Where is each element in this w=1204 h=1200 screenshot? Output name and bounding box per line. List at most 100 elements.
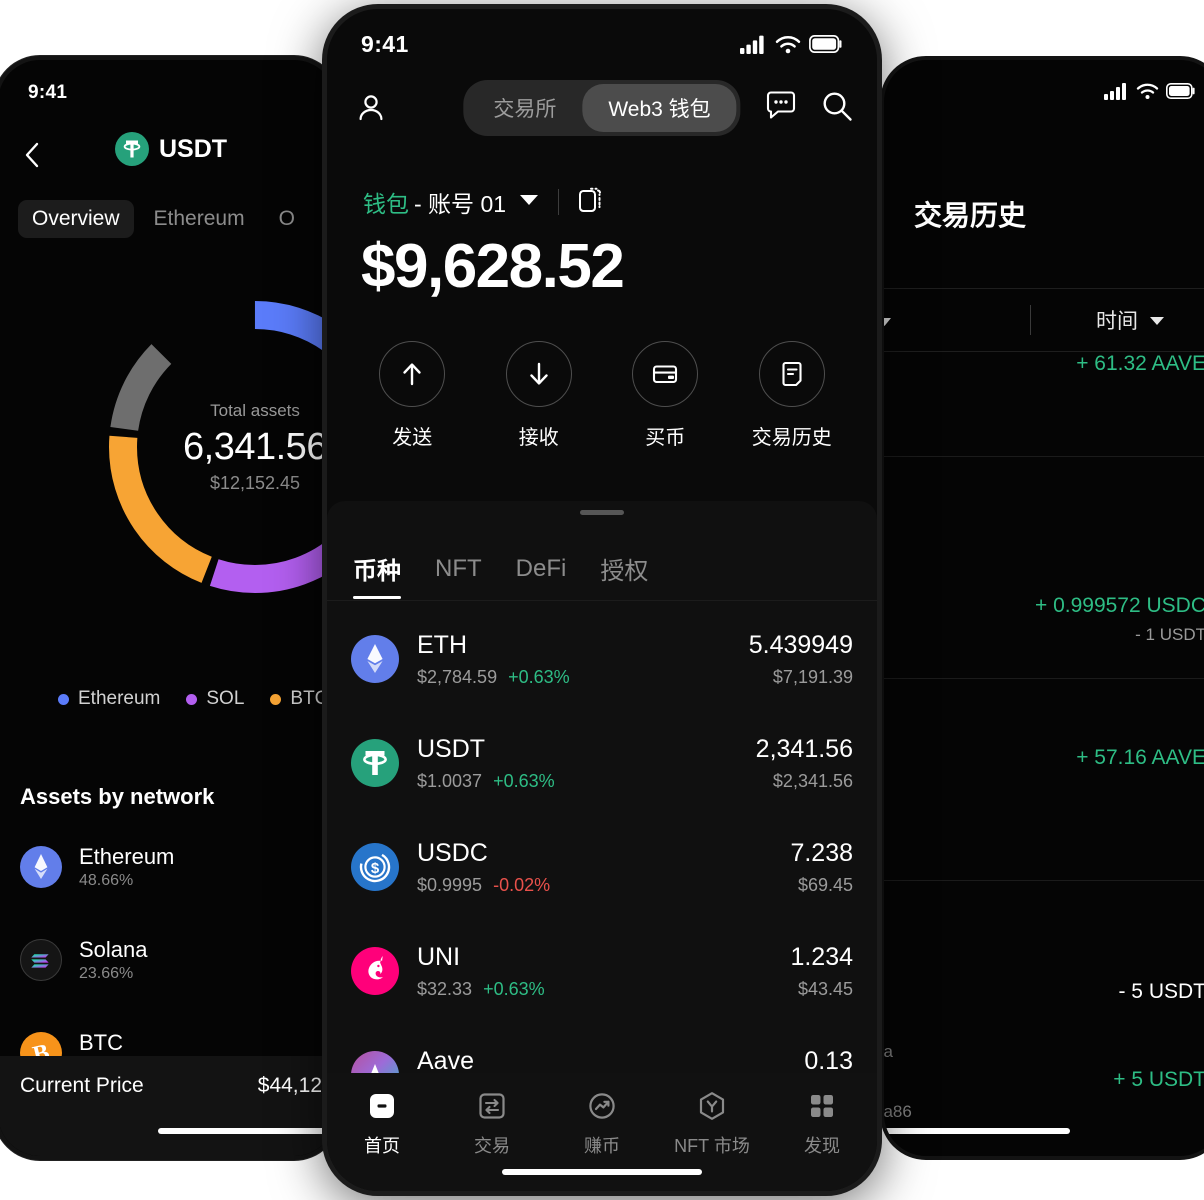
token-list[interactable]: ETH $2,784.59 +0.63% 5.439949 $7,191.39 [327, 601, 877, 1109]
left-tab-overview[interactable]: Overview [18, 200, 134, 238]
tx-row-5[interactable]: + 5 USDT [884, 1068, 1204, 1092]
left-phone-frame: 9:41 USDT Overview [0, 56, 340, 1160]
token-value-usdt: $2,341.56 [772, 770, 853, 791]
token-info-uni: UNI $32.33 +0.63% [417, 943, 790, 1000]
nav-discover-label: 发现 [804, 1136, 840, 1156]
tx-hash-5: ba86 [884, 1102, 912, 1121]
tx-amount-2: + 0.999572 USDC [1034, 594, 1204, 617]
token-row-eth[interactable]: ETH $2,784.59 +0.63% 5.439949 $7,191.39 [327, 607, 877, 711]
token-meta-usdc: $0.9995 -0.02% [417, 875, 790, 896]
legend-dot-sol [186, 693, 198, 705]
tx-divider-3 [884, 880, 1204, 881]
token-balance-usdt: 2,341.56 $2,341.56 [756, 735, 853, 792]
tx-divider-2 [884, 678, 1204, 679]
tab-tokens[interactable]: 币种 [353, 539, 401, 599]
action-history[interactable]: 交易历史 [747, 341, 837, 450]
wifi-icon [1136, 83, 1159, 99]
back-chevron-icon[interactable] [18, 138, 46, 172]
account-selector[interactable]: 钱包 - 账号 01 [363, 185, 604, 219]
segment-web3-wallet[interactable]: Web3 钱包 [582, 84, 737, 132]
left-navbar: USDT [0, 132, 336, 180]
chat-bubble-icon[interactable] [765, 90, 797, 126]
person-icon[interactable] [351, 88, 391, 128]
token-info-usdc: USDC $0.9995 -0.02% [417, 839, 790, 896]
network-info-solana: Solana 23.66% [79, 937, 148, 983]
tx-row-3[interactable]: + 57.16 AAVE [884, 746, 1204, 770]
token-row-uni[interactable]: UNI $32.33 +0.63% 1.234 $43.45 [327, 919, 877, 1023]
token-change-eth: +0.63% [508, 666, 570, 687]
tab-nft[interactable]: NFT [435, 554, 482, 582]
tx-row-1[interactable]: + 61.32 AAVE [884, 352, 1204, 376]
donut-legend: Ethereum SOL BTC [58, 688, 328, 710]
arrow-down-icon [505, 341, 572, 407]
document-list-icon [758, 341, 825, 407]
nav-trade-label: 交易 [474, 1136, 510, 1156]
token-amount-eth: 5.439949 [748, 630, 853, 659]
home-icon [365, 1087, 399, 1125]
token-price-usdc: $0.9995 [417, 874, 483, 895]
center-phone-screen: 9:41 [327, 9, 877, 1191]
left-tab-ethereum[interactable]: Ethereum [153, 207, 245, 230]
action-send[interactable]: 发送 [367, 341, 457, 450]
token-info-eth: ETH $2,784.59 +0.63% [417, 631, 749, 688]
token-value-uni: $43.45 [797, 978, 853, 999]
legend-dot-ethereum [58, 693, 69, 705]
legend-label-btc: BTC [290, 688, 329, 709]
nav-trade[interactable]: 交易 [442, 1087, 542, 1158]
copy-icon[interactable] [578, 186, 604, 219]
nav-discover[interactable]: 发现 [772, 1087, 872, 1158]
legend-item-sol: SOL [186, 688, 244, 710]
segment-exchange[interactable]: 交易所 [493, 98, 557, 121]
solana-coin-icon [20, 939, 62, 982]
tx-amount-5: + 5 USDT [1113, 1068, 1204, 1091]
center-header: 交易所 Web3 钱包 [327, 77, 877, 139]
network-info-ethereum: Ethereum 48.66% [79, 844, 174, 890]
action-receive[interactable]: 接收 [494, 341, 584, 450]
token-symbol-usdt: USDT [417, 734, 486, 763]
center-status-bar: 9:41 [327, 23, 877, 65]
token-row-usdt[interactable]: USDT $1.0037 +0.63% 2,341.56 $2,341.56 [327, 711, 877, 815]
token-price-eth: $2,784.59 [417, 666, 498, 687]
right-home-indicator [884, 1128, 1070, 1134]
chevron-down-icon[interactable] [519, 193, 539, 211]
tab-approvals[interactable]: 授权 [600, 558, 649, 585]
center-status-time: 9:41 [361, 30, 409, 57]
nav-earn[interactable]: 赚币 [552, 1087, 652, 1158]
left-tab-other[interactable]: O [278, 207, 295, 230]
action-receive-label: 接收 [518, 427, 559, 449]
network-row-solana[interactable]: Solana 23.66% [20, 937, 148, 983]
token-symbol-aave: Aave [417, 1046, 474, 1075]
current-price-value: $44,12 [257, 1074, 322, 1097]
battery-icon [809, 35, 842, 53]
token-info-usdt: USDT $1.0037 +0.63% [417, 735, 756, 792]
token-price-uni: $32.33 [417, 978, 473, 999]
center-header-actions [765, 90, 853, 127]
right-filter-type[interactable] [884, 306, 1030, 334]
left-phone-screen: 9:41 USDT Overview [0, 60, 336, 1156]
legend-dot-btc [270, 693, 282, 705]
ethereum-coin-icon [351, 635, 399, 683]
right-filter-time[interactable]: 时间 [1031, 305, 1204, 335]
token-row-usdc[interactable]: $ USDC $0.9995 -0.02% 7.238 $ [327, 815, 877, 919]
nav-nft-market[interactable]: NFT 市场 [662, 1087, 762, 1158]
search-icon[interactable] [821, 90, 853, 127]
right-page-title: 交易历史 [914, 200, 1027, 231]
tx-row-4[interactable]: - 5 USDT [884, 980, 1204, 1004]
network-row-ethereum[interactable]: Ethereum 48.66% [20, 844, 174, 890]
network-pct-solana: 23.66% [79, 965, 134, 983]
center-home-indicator [502, 1169, 702, 1175]
legend-item-ethereum: Ethereum [58, 688, 160, 710]
legend-label-ethereum: Ethereum [78, 688, 161, 709]
action-buy[interactable]: 买币 [620, 341, 710, 450]
tx-row-2[interactable]: + 0.999572 USDC - 1 USDT [884, 594, 1204, 645]
network-name-solana: Solana [79, 937, 148, 962]
center-phone-frame: 9:41 [322, 4, 882, 1196]
filter-divider [1030, 305, 1031, 335]
usdc-coin-icon: $ [351, 843, 399, 891]
tab-defi[interactable]: DeFi [515, 554, 567, 582]
exchange-wallet-toggle[interactable]: 交易所 Web3 钱包 [463, 80, 741, 136]
sheet-grabber[interactable] [580, 510, 624, 515]
nav-home[interactable]: 首页 [332, 1087, 432, 1158]
donut-total-sub: $12,152.45 [209, 472, 301, 493]
